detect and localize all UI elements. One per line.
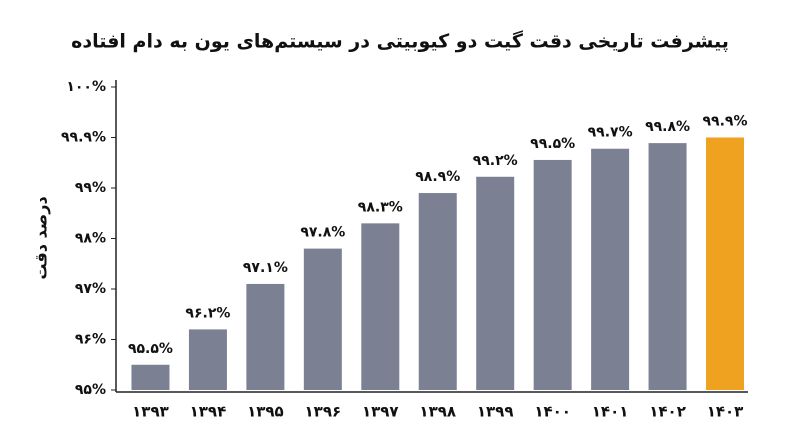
bar (476, 176, 515, 390)
bar (131, 364, 170, 390)
bar (361, 223, 400, 390)
data-label: ۹۹.۸% (645, 119, 690, 135)
x-tick-label: ۱۳۹۳ (132, 403, 169, 421)
data-label: ۹۷.۸% (300, 225, 345, 241)
data-label: ۹۹.۷% (588, 125, 633, 141)
bar (188, 329, 227, 390)
y-tick-label: ۹۵% (75, 382, 106, 398)
x-tick-label: ۱۳۹۵ (247, 403, 284, 421)
y-axis-label: درصد دقت (32, 196, 51, 279)
data-label: ۹۷.۱% (243, 260, 288, 276)
x-tick-label: ۱۴۰۰ (534, 403, 571, 421)
bar (533, 159, 572, 390)
chart-title: پیشرفت تاریخی دقت گیت دو کیوبیتی در سیست… (71, 30, 729, 53)
bar (648, 143, 687, 390)
data-label: ۹۸.۹% (415, 169, 460, 185)
x-tick-label: ۱۴۰۲ (649, 403, 686, 421)
data-label: ۹۸.۳% (358, 199, 403, 215)
y-tick-label: ۹۷% (75, 281, 106, 297)
x-tick-label: ۱۳۹۹ (477, 403, 514, 421)
x-tick-label: ۱۳۹۶ (305, 403, 342, 421)
data-label: ۹۹.۹% (703, 114, 748, 130)
bar (246, 283, 285, 390)
data-label: ۹۹.۵% (530, 136, 575, 152)
bar (418, 193, 457, 390)
bar (706, 137, 745, 390)
y-tick-label: ۹۶% (75, 332, 106, 348)
data-label: ۹۹.۲% (473, 153, 518, 169)
x-tick-label: ۱۴۰۱ (592, 403, 629, 421)
data-label: ۹۵.۵% (128, 341, 173, 357)
y-tick-label: ۹۸% (75, 231, 106, 247)
bar (591, 148, 630, 390)
data-label: ۹۶.۲% (185, 305, 230, 321)
x-tick-label: ۱۳۹۴ (190, 403, 227, 421)
x-tick-label: ۱۳۹۷ (362, 403, 399, 421)
y-tick-label: ۹۹.۹% (61, 130, 106, 146)
y-tick-label: ۱۰۰% (66, 79, 106, 95)
x-tick-label: ۱۳۹۸ (419, 403, 456, 421)
x-tick-label: ۱۴۰۳ (707, 403, 744, 421)
bar (303, 248, 342, 390)
y-tick-label: ۹۹% (75, 180, 106, 196)
